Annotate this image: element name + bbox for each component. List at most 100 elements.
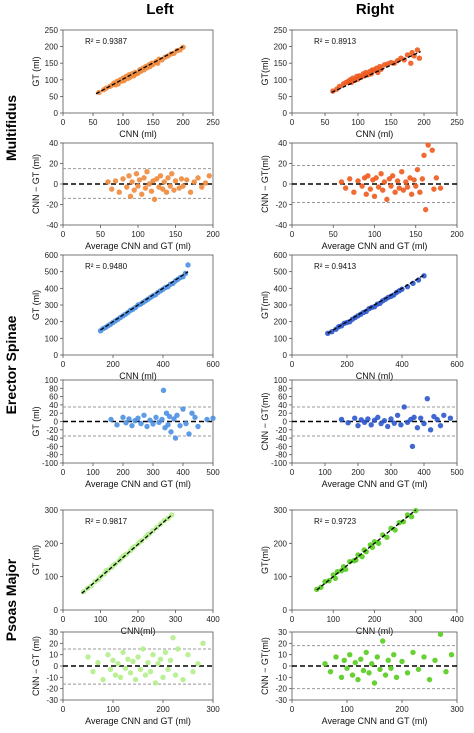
data-point (359, 553, 365, 560)
data-point (366, 670, 372, 676)
data-point (140, 646, 146, 652)
y-tick-label: 300 (45, 506, 59, 515)
x-axis-label: CNN(ml) (121, 626, 156, 636)
data-point (184, 177, 190, 183)
fit-line (95, 46, 184, 95)
x-tick-label: 0 (290, 615, 295, 624)
data-point (408, 513, 415, 520)
data-point (160, 674, 166, 681)
data-point (125, 656, 131, 662)
data-point (172, 672, 179, 678)
data-point (130, 658, 136, 665)
data-point (391, 420, 397, 426)
data-point (141, 412, 147, 418)
data-point (424, 395, 430, 402)
data-point (415, 666, 422, 673)
data-point (210, 415, 216, 421)
data-point (167, 183, 173, 189)
data-point (114, 422, 120, 428)
y-tick-label: -100 (271, 459, 288, 468)
data-point (437, 631, 444, 637)
x-tick-label: 200 (340, 360, 354, 369)
data-point (172, 435, 179, 441)
x-tick-label: 0 (61, 468, 66, 477)
y-tick-label: 150 (274, 59, 288, 68)
fit-line (327, 274, 425, 334)
chart-mf-right-reg: 0 50 100 150 200 250 0 50 100 150 200 250 CNN (ml) GT… (260, 26, 464, 139)
data-point (127, 670, 134, 676)
x-tick-label: 0 (61, 230, 66, 239)
y-tick-label: -30 (275, 696, 287, 705)
data-point (371, 193, 378, 199)
chart-es-right-ba: 0 100 200 300 400 500-100-80-60-40-2002040608… (260, 376, 464, 489)
y-tick-label: 20 (49, 160, 58, 169)
data-point (160, 387, 167, 394)
x-tick-label: 150 (169, 230, 183, 239)
data-point (448, 651, 455, 658)
data-point (157, 656, 164, 662)
x-tick-label: 250 (206, 118, 220, 127)
data-point (399, 658, 405, 665)
x-tick-label: 400 (395, 360, 409, 369)
x-tick-label: 100 (116, 118, 130, 127)
y-tick-label: 100 (274, 376, 288, 385)
data-point (135, 415, 141, 421)
data-point (199, 184, 205, 190)
x-tick-label: 200 (116, 468, 130, 477)
data-point (374, 654, 380, 660)
data-point (124, 184, 130, 190)
y-axis-label: CNN − GT(ml) (260, 155, 270, 213)
y-tick-label: 20 (49, 409, 58, 418)
y-tick-label: 0 (283, 109, 288, 118)
y-axis-label: CNN − GT(ml) (260, 393, 270, 451)
y-tick-label: 100 (274, 76, 288, 85)
data-point (142, 672, 149, 678)
x-tick-label: 200 (351, 468, 365, 477)
data-point (147, 668, 154, 675)
chart-pm-right-ba: 0 100 200 300 -30 -20 -10 0 10 20 30 Average CNN an… (260, 628, 464, 726)
y-tick-label: 400 (45, 284, 59, 293)
data-point (191, 179, 197, 185)
y-tick-label: 60 (278, 393, 287, 402)
data-point (375, 414, 381, 421)
r-squared-annotation: R² = 0.9387 (85, 37, 128, 46)
data-point (404, 670, 411, 676)
data-point (421, 654, 427, 660)
y-axis-label: GT (ml) (31, 290, 41, 320)
data-point (392, 527, 398, 533)
data-point (365, 416, 371, 422)
data-point (375, 184, 382, 190)
y-tick-label: 40 (49, 139, 58, 148)
data-point (120, 176, 126, 182)
y-tick-label: 80 (49, 384, 58, 393)
x-tick-label: 300 (384, 468, 398, 477)
data-point (341, 657, 347, 664)
data-point (369, 661, 375, 667)
data-point (108, 416, 114, 423)
y-tick-label: 0 (283, 606, 288, 615)
y-tick-label: 200 (45, 43, 59, 52)
x-tick-label: 300 (206, 705, 220, 714)
data-point (183, 420, 189, 427)
data-point (105, 651, 111, 658)
y-tick-label: 0 (54, 180, 59, 189)
data-point (400, 187, 407, 193)
data-point (338, 674, 345, 681)
y-tick-label: 0 (283, 662, 288, 671)
data-point (129, 179, 135, 185)
x-tick-label: 100 (131, 230, 145, 239)
row-label-multifidus: Multifidus (3, 95, 19, 161)
data-point (186, 431, 192, 437)
data-point (123, 420, 129, 426)
y-tick-label: -80 (275, 451, 287, 460)
x-tick-label: 400 (450, 615, 464, 624)
x-axis-label: Average CNN and GT (ml) (322, 479, 428, 489)
y-tick-label: 0 (283, 351, 288, 360)
data-point (185, 651, 191, 658)
fit-line (81, 514, 173, 594)
x-axis-label: Average CNN and GT (ml) (85, 241, 191, 251)
data-point (434, 416, 440, 423)
x-tick-label: 300 (169, 615, 183, 624)
y-tick-label: -10 (275, 673, 287, 682)
